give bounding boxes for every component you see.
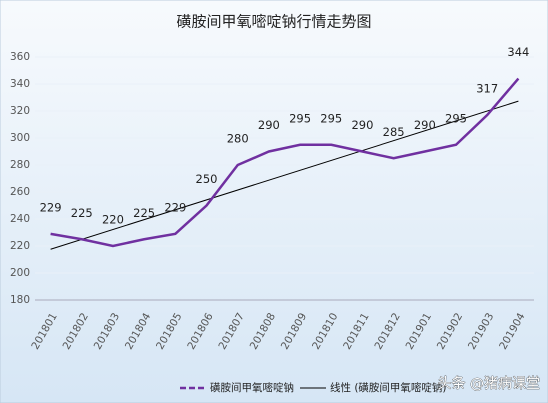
data-label: 225: [133, 206, 155, 220]
y-tick-label: 360: [10, 51, 30, 63]
y-tick-label: 220: [10, 240, 30, 252]
trend-line: [50, 100, 519, 250]
data-label: 344: [507, 45, 529, 59]
data-label: 290: [414, 118, 436, 132]
legend-label: 磺胺间甲氧嘧啶钠: [210, 381, 294, 394]
data-label: 290: [258, 118, 280, 132]
y-tick-label: 280: [10, 159, 30, 171]
y-tick-label: 320: [10, 105, 30, 117]
series-line: [50, 77, 520, 248]
y-tick-label: 200: [10, 267, 30, 279]
data-label: 250: [196, 172, 218, 186]
y-tick-label: 180: [10, 294, 30, 306]
chart-title: 磺胺间甲氧嘧啶钠行情走势图: [176, 13, 371, 31]
data-label: 317: [476, 82, 498, 96]
data-label: 280: [227, 132, 249, 146]
data-label: 229: [40, 200, 62, 214]
data-label: 295: [289, 111, 311, 125]
data-label: 295: [320, 111, 342, 125]
legend-label: 线性 (磺胺间甲氧嘧啶钠): [330, 381, 447, 394]
y-tick-label: 340: [10, 78, 30, 90]
data-label: 225: [71, 206, 93, 220]
data-label: 295: [445, 111, 467, 125]
data-label: 285: [383, 125, 405, 139]
y-tick-label: 300: [10, 132, 30, 144]
data-label: 290: [351, 118, 373, 132]
data-label: 229: [164, 200, 186, 214]
data-label: 220: [102, 213, 124, 227]
y-tick-label: 260: [10, 186, 30, 198]
watermark: 头条 @猪病课堂: [438, 375, 540, 392]
y-tick-label: 240: [10, 213, 30, 225]
